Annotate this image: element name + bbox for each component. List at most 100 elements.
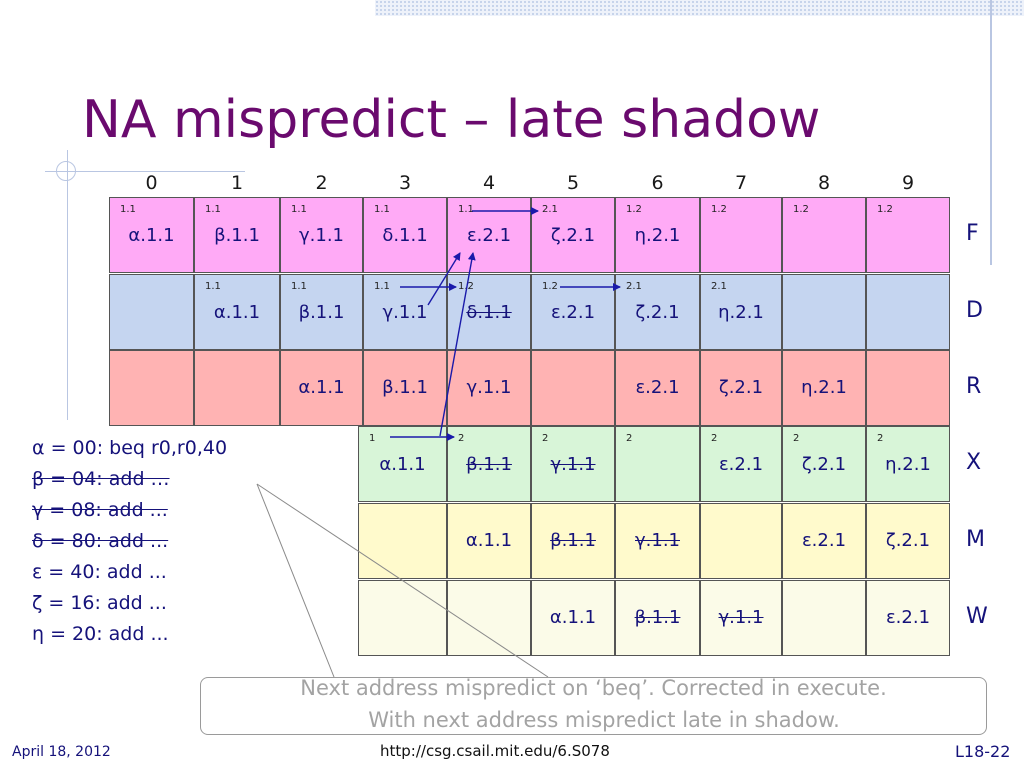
pipeline-cell-f-4: 1.1 ε.2.1 xyxy=(447,197,531,273)
cell-small-label: 1.1 xyxy=(205,204,221,215)
cell-small-label: 2.1 xyxy=(711,281,727,292)
note-line-2: With next address mispredict late in sha… xyxy=(368,708,840,732)
cell-small-label: 2 xyxy=(626,433,633,444)
pipeline-cell-w-4 xyxy=(447,580,531,656)
pipeline-cell-f-5: 2.1 ζ.2.1 xyxy=(531,197,615,273)
stage-label-f: F xyxy=(966,221,979,246)
cell-small-label: 1.1 xyxy=(458,204,474,215)
decorative-horizontal-line xyxy=(45,171,245,172)
decorative-circle xyxy=(56,161,76,181)
cell-instruction: γ.1.1 xyxy=(382,302,428,323)
cell-instruction: η.2.1 xyxy=(885,454,931,475)
decorative-dot-band xyxy=(375,0,1024,16)
cell-instruction: δ.1.1 xyxy=(466,302,512,323)
stage-label-x: X xyxy=(966,450,982,475)
instruction-line: η = 20: add ... xyxy=(32,623,169,645)
pipeline-cell-f-0: 1.1 α.1.1 xyxy=(109,197,194,273)
cell-instruction: α.1.1 xyxy=(213,302,261,323)
cell-small-label: 1.2 xyxy=(626,204,642,215)
cell-instruction: β.1.1 xyxy=(466,454,512,475)
pipeline-cell-f-6: 1.2 η.2.1 xyxy=(615,197,700,273)
pipeline-cell-x-3: 1 α.1.1 xyxy=(358,426,447,502)
footer-page-number: L18-22 xyxy=(955,742,1011,761)
pipeline-cell-r-9 xyxy=(866,350,950,426)
slide-title: NA mispredict – late shadow xyxy=(82,90,821,150)
cell-small-label: 1.2 xyxy=(542,281,558,292)
column-number-7: 7 xyxy=(734,172,748,194)
footer-url[interactable]: http://csg.csail.mit.edu/6.S078 xyxy=(380,742,610,760)
cell-small-label: 2 xyxy=(711,433,718,444)
pipeline-cell-d-4: 1.2 δ.1.1 xyxy=(447,274,531,350)
cell-instruction: ζ.2.1 xyxy=(801,454,847,475)
instruction-line: ζ = 16: add ... xyxy=(32,592,167,614)
pipeline-cell-f-8: 1.2 xyxy=(782,197,866,273)
column-number-8: 8 xyxy=(817,172,831,194)
cell-instruction: α.1.1 xyxy=(549,607,597,628)
cell-instruction: η.2.1 xyxy=(634,225,681,246)
instruction-line: ε = 40: add ... xyxy=(32,561,167,583)
cell-small-label: 1.1 xyxy=(291,281,307,292)
cell-small-label: 1.2 xyxy=(877,204,893,215)
cell-instruction: η.2.1 xyxy=(718,302,764,323)
cell-small-label: 1.2 xyxy=(793,204,809,215)
pipeline-cell-x-6: 2 xyxy=(615,426,700,502)
cell-small-label: 2 xyxy=(542,433,549,444)
pipeline-cell-d-9 xyxy=(866,274,950,350)
stage-label-r: R xyxy=(966,374,982,399)
pipeline-cell-x-9: 2 η.2.1 xyxy=(866,426,950,502)
pipeline-cell-r-1 xyxy=(194,350,280,426)
cell-small-label: 1.1 xyxy=(291,204,307,215)
redirect-arrow-d-to-f xyxy=(427,252,461,306)
callout-line-right xyxy=(256,483,549,678)
column-number-0: 0 xyxy=(145,172,158,194)
cell-instruction: α.1.1 xyxy=(128,225,175,246)
cell-instruction: γ.1.1 xyxy=(718,607,764,628)
stage-label-m: M xyxy=(966,527,985,552)
pipeline-cell-m-7 xyxy=(700,503,782,579)
pipeline-cell-w-6: β.1.1 xyxy=(615,580,700,656)
pipeline-cell-w-3 xyxy=(358,580,447,656)
cell-small-label: 1.2 xyxy=(458,281,474,292)
pipeline-cell-w-5: α.1.1 xyxy=(531,580,615,656)
column-number-4: 4 xyxy=(482,172,496,194)
cell-small-label: 2.1 xyxy=(626,281,642,292)
note-box xyxy=(200,677,987,735)
pipeline-cell-d-1: 1.1 α.1.1 xyxy=(194,274,280,350)
cell-instruction: ε.2.1 xyxy=(718,454,764,475)
column-number-6: 6 xyxy=(651,172,664,194)
cell-small-label: 1.1 xyxy=(374,281,390,292)
cell-instruction: ε.2.1 xyxy=(635,377,680,398)
instruction-line: γ = 08: add ... xyxy=(32,499,168,521)
decorative-vertical-line xyxy=(990,0,992,265)
column-number-1: 1 xyxy=(230,172,244,194)
pipeline-cell-r-5 xyxy=(531,350,615,426)
instruction-line: β = 04: add … xyxy=(32,468,170,490)
cell-instruction: ζ.2.1 xyxy=(550,225,596,246)
cell-small-label: 1.1 xyxy=(374,204,390,215)
cell-instruction: β.1.1 xyxy=(550,530,596,551)
pipeline-cell-f-1: 1.1 β.1.1 xyxy=(194,197,280,273)
pipeline-cell-m-3 xyxy=(358,503,447,579)
cell-instruction: β.1.1 xyxy=(634,607,681,628)
callout-line-left xyxy=(256,483,335,678)
cell-instruction: α.1.1 xyxy=(298,377,345,398)
note-line-1: Next address mispredict on ‘beq’. Correc… xyxy=(300,676,887,700)
pipeline-cell-r-0 xyxy=(109,350,194,426)
decorative-vertical-line-left xyxy=(67,150,68,420)
cell-small-label: 2.1 xyxy=(542,204,558,215)
pipeline-cell-w-7: γ.1.1 xyxy=(700,580,782,656)
column-number-2: 2 xyxy=(315,172,328,194)
pipeline-cell-w-8 xyxy=(782,580,866,656)
cell-instruction: δ.1.1 xyxy=(382,225,428,246)
pipeline-cell-m-8: ε.2.1 xyxy=(782,503,866,579)
cell-instruction: η.2.1 xyxy=(801,377,847,398)
cell-instruction: α.1.1 xyxy=(379,454,426,475)
cell-instruction: ε.2.1 xyxy=(885,607,931,628)
pipeline-cell-r-7: ζ.2.1 xyxy=(700,350,782,426)
pipeline-cell-f-7: 1.2 xyxy=(700,197,782,273)
pipeline-cell-r-2: α.1.1 xyxy=(280,350,363,426)
stage-label-d: D xyxy=(966,298,983,323)
pipeline-cell-d-2: 1.1 β.1.1 xyxy=(280,274,363,350)
instruction-line: α = 00: beq r0,r0,40 xyxy=(32,437,228,459)
